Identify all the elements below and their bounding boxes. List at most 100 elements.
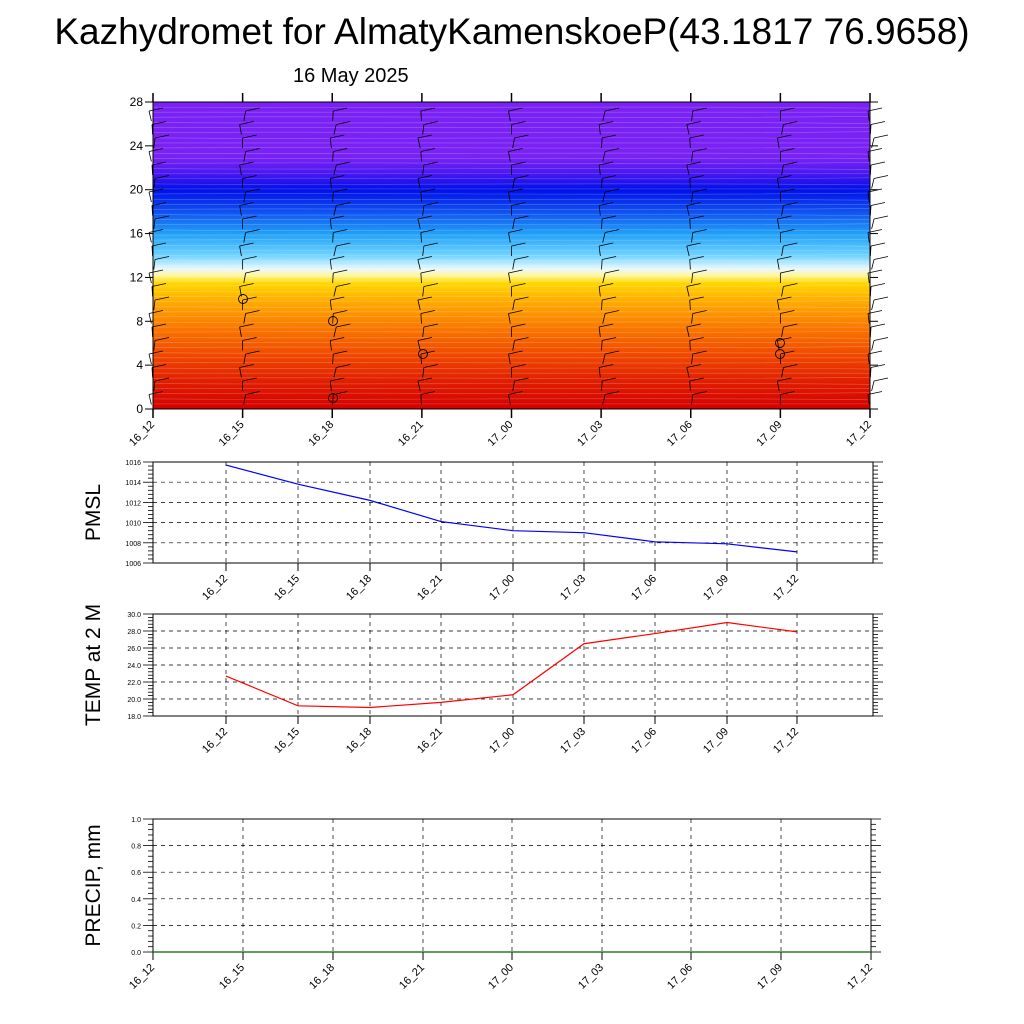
contour-line	[152, 336, 871, 339]
wind-barb-flag	[780, 269, 795, 274]
contour-line	[152, 367, 871, 370]
contour-line	[152, 290, 871, 293]
wind-barb-flag	[245, 188, 260, 193]
wind-barb-flag	[605, 229, 620, 233]
wind-barb	[512, 218, 515, 230]
wind-barb	[602, 151, 606, 162]
wind-barb	[333, 245, 337, 257]
wind-barb-flag	[154, 175, 170, 179]
wind-barb	[148, 272, 152, 284]
x-tick-label: 17_09	[701, 573, 731, 603]
wind-barb	[153, 380, 156, 392]
plot-frame	[152, 461, 874, 564]
wind-barb	[691, 353, 694, 365]
wind-barb	[867, 110, 870, 122]
wind-barb-flag	[333, 148, 348, 152]
wind-barb	[239, 164, 242, 176]
wind-barb-flag	[148, 148, 164, 152]
wind-barb-flag	[420, 310, 435, 314]
wind-barb	[239, 245, 242, 257]
wind-barb	[508, 272, 511, 284]
wind-barb-flag	[154, 134, 170, 139]
wind-barb-flag	[148, 310, 164, 314]
x-tick-label: 16_18	[344, 726, 374, 756]
wind-barb	[691, 191, 694, 203]
contour-line	[152, 106, 871, 109]
x-tick-label: 17_09	[754, 419, 784, 449]
wind-barb-flag	[783, 283, 798, 287]
y-tick-label: 0	[136, 402, 143, 416]
x-tick-label: 16_21	[397, 962, 427, 992]
wind-barb-flag	[508, 391, 523, 395]
wind-barb-flag	[330, 134, 345, 139]
wind-barb	[871, 259, 875, 270]
wind-barb	[598, 286, 601, 297]
wind-barb	[686, 164, 690, 176]
wind-barb-flag	[242, 337, 257, 341]
wind-barb	[512, 340, 515, 351]
wind-barb	[508, 313, 511, 324]
wind-barb-flag	[692, 350, 707, 355]
wind-barb-flag	[245, 350, 260, 355]
wind-barb-flag	[333, 310, 348, 314]
wind-barb	[867, 313, 870, 324]
wind-barb-flag	[330, 296, 345, 301]
wind-barb	[508, 110, 511, 122]
wind-barb	[602, 272, 606, 284]
wind-barb	[508, 191, 511, 203]
wind-barb-flag	[602, 337, 617, 341]
wind-barb-flag	[242, 175, 257, 179]
wind-barb	[329, 380, 332, 392]
x-tick-label: 17_06	[629, 573, 659, 603]
wind-barb-flag	[689, 337, 704, 341]
wind-barb	[239, 205, 242, 216]
wind-barb	[243, 313, 247, 324]
wind-barb-flag	[423, 364, 438, 368]
wind-barb	[417, 259, 421, 270]
x-tick-label: 16_15	[272, 726, 302, 756]
wind-barb-flag	[245, 269, 260, 274]
wind-barb-flag	[602, 215, 617, 220]
plot-frame	[152, 613, 874, 717]
y-tick-label: 1014	[125, 480, 141, 487]
wind-barb-flag	[154, 256, 170, 260]
wind-barb-flag	[870, 283, 886, 287]
wind-barb	[422, 164, 425, 176]
wind-barb-flag	[686, 202, 701, 206]
wind-barb	[781, 164, 784, 176]
wind-barb-flag	[508, 269, 523, 274]
wind-barb-flag	[870, 121, 886, 125]
wind-barb-flag	[514, 175, 529, 179]
wind-barb-flag	[873, 175, 889, 179]
wind-barb	[148, 191, 152, 203]
wind-barb-flag	[514, 256, 529, 260]
wind-barb-flag	[423, 161, 438, 166]
wind-barb-flag	[689, 296, 704, 301]
wind-barb-flag	[514, 377, 529, 382]
wind-barb-flag	[605, 188, 620, 193]
wind-barb-flag	[780, 350, 795, 355]
wind-barb-flag	[777, 134, 792, 139]
wind-barb	[329, 340, 332, 351]
y-tick-label: 1006	[125, 561, 141, 568]
contour-line	[152, 198, 871, 201]
wind-barb	[601, 340, 603, 351]
wind-barb-flag	[599, 283, 614, 287]
wind-barb-flag	[336, 323, 351, 328]
wind-barb-flag	[605, 269, 620, 274]
contour-line	[152, 275, 871, 278]
wind-barb-flag	[777, 215, 792, 220]
wind-barb	[422, 205, 425, 216]
wind-barb-flag	[783, 323, 798, 328]
wind-barb	[776, 380, 780, 392]
y-tick-label: 20.0	[127, 697, 141, 704]
wind-barb	[243, 394, 247, 405]
x-tick-label: 17_00	[486, 419, 516, 449]
wind-barb-flag	[599, 323, 614, 328]
wind-barb	[420, 151, 422, 162]
y-tick-label: 0.6	[131, 870, 141, 877]
wind-barb-flag	[333, 107, 348, 112]
contour-line	[152, 300, 871, 303]
contour-line	[152, 377, 871, 379]
wind-barb	[417, 299, 421, 311]
